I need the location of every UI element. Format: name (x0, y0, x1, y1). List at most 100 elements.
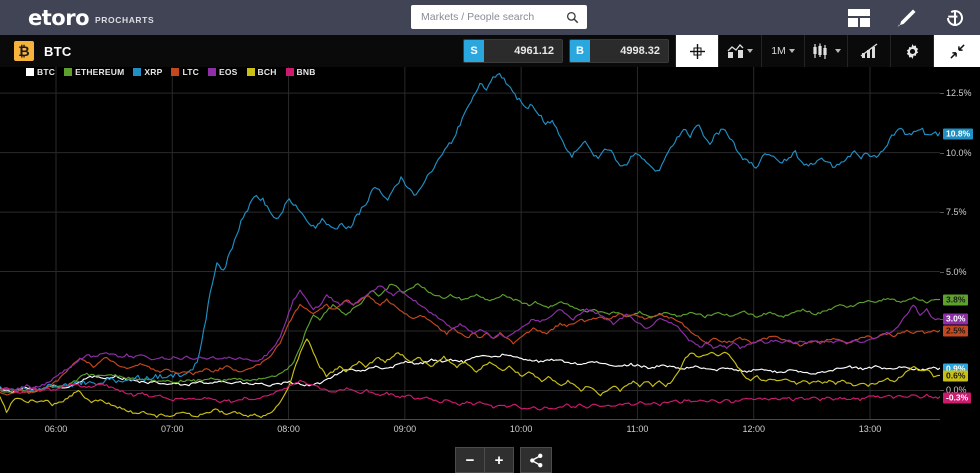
y-axis-label: 0.0% (946, 385, 967, 396)
chevron-down-icon[interactable] (788, 49, 795, 53)
brand-logo[interactable]: etoro PROCHARTS (0, 5, 155, 30)
toolbar-controls: S 4961.12 B 4998.32 (463, 35, 980, 67)
legend-item-bch[interactable]: BCH (246, 67, 277, 77)
legend-label: LTC (182, 67, 199, 77)
candles-style-button[interactable] (804, 35, 847, 67)
chart-type-icon (727, 43, 744, 58)
legend-item-ltc[interactable]: LTC (171, 67, 199, 77)
legend-swatch (285, 68, 294, 76)
zoom-in-button[interactable]: + (484, 447, 514, 473)
last-value-badge-btc: 0.9% (943, 363, 969, 375)
crosshair-icon (689, 43, 705, 59)
share-button[interactable] (520, 447, 552, 473)
buy-price-value: 4998.32 (620, 45, 660, 57)
y-axis-tick (940, 271, 944, 273)
layout-grid-icon[interactable] (848, 7, 870, 29)
top-icon-group (848, 0, 966, 35)
zoom-out-button[interactable]: − (455, 447, 485, 473)
buy-tag: B (570, 40, 590, 62)
x-axis-label: 07:00 (161, 424, 184, 434)
pencil-icon[interactable] (896, 7, 918, 29)
series-line-bnb[interactable] (0, 379, 940, 411)
buy-price-button[interactable]: B 4998.32 (569, 39, 669, 63)
x-axis-label: 12:00 (742, 424, 765, 434)
sell-price-button[interactable]: S 4961.12 (463, 39, 563, 63)
x-axis-label: 06:00 (44, 424, 68, 434)
chart-type-button[interactable] (718, 35, 761, 67)
zoom-controls: − + (455, 447, 552, 473)
y-axis-label: 5.0% (946, 266, 967, 277)
search-icon[interactable] (566, 11, 579, 24)
bitcoin-icon: ₿ (14, 41, 34, 61)
y-axis: 12.5%10.0%7.5%5.0%3.0%0.0%10.8%3.8%3.0%2… (940, 67, 980, 419)
candlestick-icon (812, 43, 827, 59)
x-axis: 06:00 07:00 08:00 09:00 10:00 11:00 12:00 13:00 (0, 419, 940, 442)
y-axis-tick (940, 93, 944, 95)
x-axis-label: 10:00 (509, 424, 533, 434)
series-legend: BTC ETHEREUM XRP LTC EOS BCH BNB (26, 67, 316, 77)
legend-swatch (171, 68, 180, 76)
settings-button[interactable] (890, 35, 933, 67)
x-axis-label: 13:00 (858, 424, 882, 434)
series-line-btc[interactable] (0, 353, 940, 394)
last-value-badge-eos: 3.0% (943, 313, 969, 325)
sell-tag: S (464, 40, 484, 62)
legend-swatch (246, 68, 255, 76)
y-axis-tick (940, 212, 944, 214)
brand-name: etoro (28, 5, 90, 30)
search-input[interactable] (419, 10, 566, 24)
timeframe-label: 1M (771, 45, 786, 57)
y-axis-tick (940, 319, 944, 321)
series-line-bch[interactable] (0, 338, 940, 419)
chevron-down-icon[interactable] (747, 49, 753, 53)
brand-subtitle: PROCHARTS (95, 14, 155, 25)
legend-label: XRP (144, 67, 163, 77)
search-box[interactable] (411, 5, 587, 29)
price-chart-plot[interactable] (0, 67, 940, 419)
timeframe-button[interactable]: 1M (761, 35, 804, 67)
chart-toolbar: ₿ BTC S 4961.12 B 4998.32 (0, 35, 980, 68)
top-navigation-bar: etoro PROCHARTS (0, 0, 980, 35)
legend-label: BCH (257, 67, 277, 77)
legend-item-ethereum[interactable]: ETHEREUM (64, 67, 124, 77)
y-axis-label: 12.5% (946, 88, 972, 99)
indicators-icon (860, 43, 878, 58)
last-value-badge-xrp: 10.8% (943, 128, 974, 140)
last-value-badge-ethereum: 3.8% (943, 294, 969, 306)
last-value-badge-ltc: 2.5% (943, 325, 969, 337)
sell-price-value: 4961.12 (514, 45, 554, 57)
etoro-logo-icon[interactable] (944, 7, 966, 29)
crosshair-tool-button[interactable] (675, 35, 718, 67)
x-axis-label: 11:00 (626, 424, 649, 434)
fullscreen-toggle-button[interactable] (933, 35, 980, 67)
x-axis-label: 09:00 (393, 424, 417, 434)
series-line-eos[interactable] (0, 285, 940, 391)
share-icon (529, 453, 542, 467)
last-value-badge-bnb: -0.3% (943, 392, 972, 404)
y-axis-label: 7.5% (946, 207, 967, 218)
x-axis-label: 08:00 (277, 424, 300, 434)
y-axis-tick (940, 152, 944, 154)
chevron-down-icon[interactable] (834, 49, 841, 53)
series-line-xrp[interactable] (0, 72, 940, 393)
legend-item-bnb[interactable]: BNB (285, 67, 316, 77)
symbol-label: BTC (44, 43, 72, 59)
legend-label: BNB (296, 67, 316, 77)
legend-label: EOS (218, 67, 238, 77)
legend-item-xrp[interactable]: XRP (133, 67, 162, 77)
legend-swatch (133, 68, 142, 76)
legend-label: BTC (37, 67, 56, 77)
legend-swatch (26, 68, 34, 76)
chart-area: 12.5%10.0%7.5%5.0%3.0%0.0%10.8%3.8%3.0%2… (0, 67, 980, 473)
y-axis-label: 10.0% (946, 147, 972, 158)
last-value-badge-bch: 0.6% (943, 370, 969, 382)
symbol-block[interactable]: ₿ BTC (0, 41, 72, 61)
series-line-ethereum[interactable] (0, 283, 940, 393)
collapse-arrows-icon (949, 43, 965, 59)
indicators-button[interactable] (847, 35, 890, 67)
legend-item-eos[interactable]: EOS (207, 67, 238, 77)
gear-icon (906, 43, 918, 59)
legend-item-btc[interactable]: BTC (26, 67, 55, 77)
legend-swatch (64, 68, 73, 76)
legend-label: ETHEREUM (75, 67, 125, 77)
